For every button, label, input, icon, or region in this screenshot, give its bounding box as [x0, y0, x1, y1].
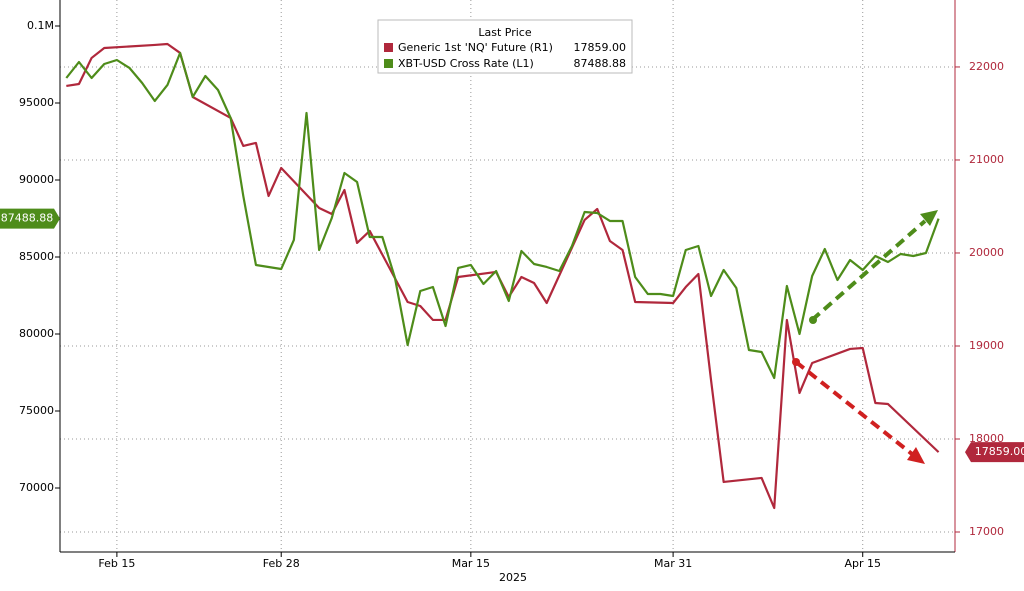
y-tick-label: 0.1M: [27, 19, 54, 32]
down-arrow-head: [907, 447, 925, 464]
legend-swatch: [384, 43, 393, 52]
y-tick-label: 95000: [19, 96, 54, 109]
legend-label: XBT-USD Cross Rate (L1): [398, 57, 534, 70]
legend: Last Price Generic 1st 'NQ' Future (R1) …: [377, 19, 633, 74]
arrow-start: [809, 316, 817, 324]
y2-tick-label: 20000: [969, 246, 1004, 259]
y2-tick-label: 21000: [969, 153, 1004, 166]
legend-swatch: [384, 59, 393, 68]
legend-box: [377, 19, 633, 74]
y2-tick-label: 17000: [969, 525, 1004, 538]
up-arrow: [810, 219, 927, 322]
annotation-arrows: [792, 210, 938, 464]
down-arrow: [794, 360, 914, 456]
up-arrow-head: [920, 210, 938, 226]
y-tick-label: 90000: [19, 173, 54, 186]
y-tick-label: 70000: [19, 481, 54, 494]
legend-value: 17859.00: [574, 41, 627, 54]
last-value-label: 87488.88: [1, 212, 54, 225]
y2-tick-label: 18000: [969, 432, 1004, 445]
legend-title: Last Price: [478, 26, 531, 39]
arrow-start: [792, 358, 800, 366]
x-tick-label: Apr 15: [844, 557, 881, 570]
series-line: [65, 51, 940, 380]
y2-tick-label: 22000: [969, 60, 1004, 73]
y-tick-label: 75000: [19, 404, 54, 417]
x-tick-label: Feb 28: [263, 557, 300, 570]
last-value-tag: [0, 208, 60, 229]
y-tick-label: 85000: [19, 250, 54, 263]
x-tick-label: Feb 15: [98, 557, 135, 570]
last-value-tag: [965, 442, 1024, 463]
x-axis-label: 2025: [499, 571, 527, 584]
x-tick-label: Mar 15: [452, 557, 490, 570]
y2-tick-label: 19000: [969, 339, 1004, 352]
last-value-label: 17859.00: [975, 445, 1024, 458]
legend-label: Generic 1st 'NQ' Future (R1): [398, 41, 553, 54]
y-tick-label: 80000: [19, 327, 54, 340]
x-tick-label: Mar 31: [654, 557, 692, 570]
legend-value: 87488.88: [574, 57, 627, 70]
